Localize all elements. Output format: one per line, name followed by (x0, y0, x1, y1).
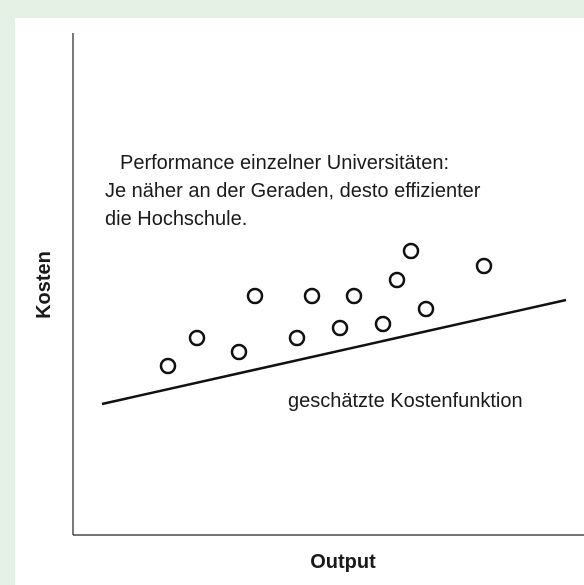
point (159, 357, 177, 375)
point (230, 343, 248, 361)
annotation-line: Performance einzelner Universitäten: (120, 152, 449, 174)
point (388, 271, 406, 289)
annotation-line: Je näher an der Geraden, desto effizient… (105, 180, 481, 202)
point (417, 300, 435, 318)
x-axis-label: Output (310, 551, 376, 573)
point (402, 242, 420, 260)
points (159, 242, 493, 375)
point (345, 287, 363, 305)
point (374, 315, 392, 333)
point (188, 329, 206, 347)
panel (15, 18, 584, 585)
line-label: geschätzte Kostenfunktion (288, 390, 523, 412)
point (331, 319, 349, 337)
y-axis-label: Kosten (33, 251, 55, 319)
cost-line (101, 298, 567, 406)
point (303, 287, 321, 305)
point (475, 257, 493, 275)
point (246, 287, 264, 305)
annotation-line: die Hochschule. (105, 208, 247, 230)
point (288, 329, 306, 347)
